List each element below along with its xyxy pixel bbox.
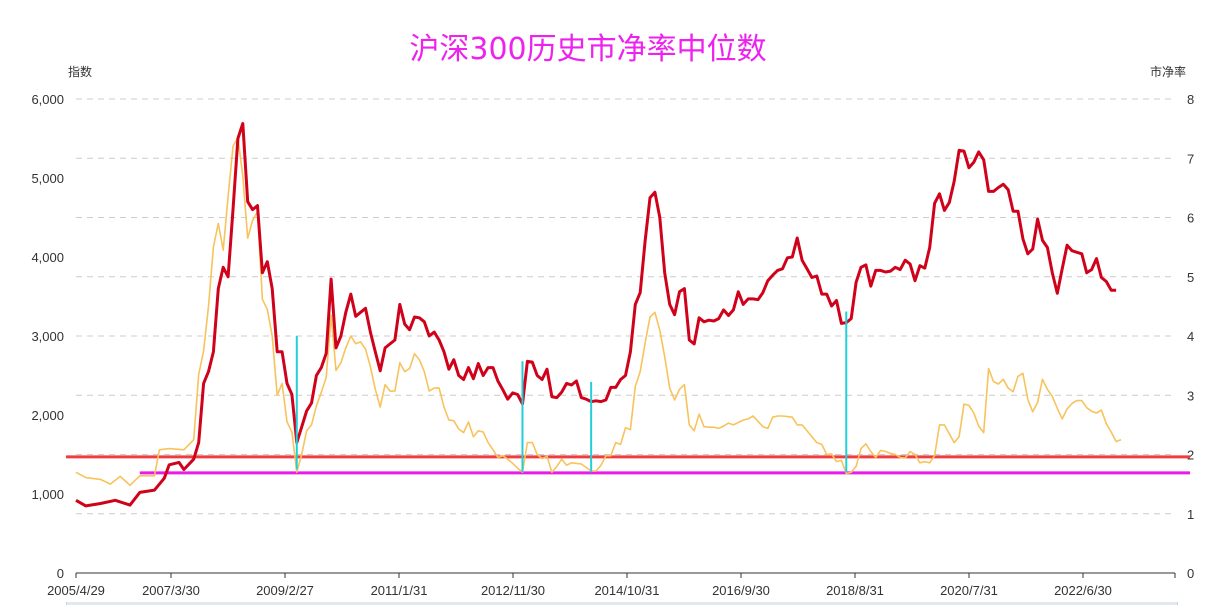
left-tick-label: 6,000: [31, 92, 64, 107]
x-tick-label: 2014/10/31: [594, 583, 659, 598]
right-tick-label: 6: [1187, 211, 1194, 226]
left-tick-label: 2,000: [31, 408, 64, 423]
datazoom-slider[interactable]: [66, 602, 1178, 605]
x-tick-label: 2016/9/30: [712, 583, 770, 598]
right-tick-label: 4: [1187, 329, 1194, 344]
x-axis: 2005/4/29 2007/3/30 2009/2/27 2011/1/31 2012…: [47, 572, 1176, 598]
x-tick-label: 2007/3/30: [142, 583, 200, 598]
right-tick-label: 0: [1187, 566, 1194, 581]
left-axis-ticks: 0 1,000 2,000 3,000 4,000 5,000 6,000: [31, 92, 64, 581]
grid-lines: [76, 98, 1175, 515]
right-tick-label: 2: [1187, 448, 1194, 463]
left-tick-label: 1,000: [31, 487, 64, 502]
x-tick-label: 2022/6/30: [1054, 583, 1112, 598]
left-tick-label: 4,000: [31, 250, 64, 265]
vertical-markers: [295, 311, 848, 473]
x-tick-label: 2018/8/31: [826, 583, 884, 598]
right-tick-label: 1: [1187, 507, 1194, 522]
x-tick-label: 2011/1/31: [371, 583, 428, 598]
right-axis-name: 市净率: [1150, 65, 1187, 79]
x-tick-label: 2009/2/27: [256, 583, 314, 598]
pb-median-line: [75, 136, 1122, 487]
right-tick-label: 5: [1187, 270, 1194, 285]
left-tick-label: 3,000: [31, 329, 64, 344]
x-tick-label: 2012/11/30: [481, 583, 545, 598]
left-axis-name: 指数: [68, 65, 93, 79]
reference-lines: [66, 455, 1190, 475]
csi300-index-line: [75, 122, 1117, 508]
right-tick-label: 3: [1187, 388, 1194, 403]
chart-title: 沪深300历史市净率中位数: [409, 32, 767, 67]
x-tick-label: 2020/7/31: [940, 583, 998, 598]
x-tick-label: 2005/4/29: [47, 583, 105, 598]
right-tick-label: 8: [1187, 92, 1194, 107]
left-tick-label: 5,000: [31, 171, 64, 186]
left-tick-label: 0: [57, 566, 64, 581]
right-tick-label: 7: [1187, 151, 1194, 166]
right-axis-ticks: 0 1 2 3 4 5 6 7 8: [1187, 92, 1194, 581]
